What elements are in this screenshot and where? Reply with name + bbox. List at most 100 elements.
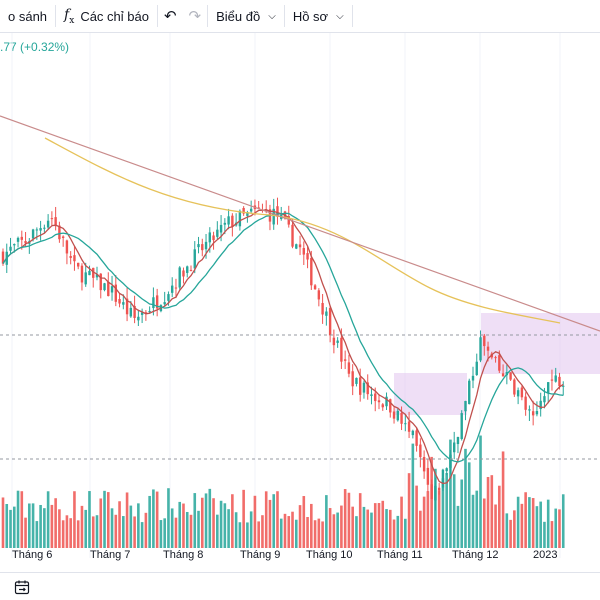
volume-bar (16, 490, 20, 548)
consolidation-box-2 (481, 313, 600, 374)
volume-bar (494, 504, 497, 548)
candle-body (411, 430, 415, 436)
candle-body (513, 379, 516, 395)
volume-bar (12, 506, 16, 548)
candle-body (148, 311, 151, 313)
volume-bar (340, 505, 343, 548)
volume-bar (84, 509, 88, 548)
volume-bar (61, 520, 65, 548)
profile-label: Hồ sơ (292, 8, 329, 24)
candle-body (498, 355, 501, 371)
chart-type-dropdown[interactable]: Biểu đồ ⌵ (208, 0, 284, 33)
volume-bar (219, 500, 223, 548)
candle-body (422, 457, 426, 472)
volume-bar (475, 490, 479, 548)
volume-bar (441, 478, 445, 548)
candle-body (31, 229, 35, 239)
volume-bar (20, 491, 24, 548)
candle-body (483, 335, 486, 347)
candle-body (543, 396, 546, 403)
redo-button[interactable]: ↷ (183, 0, 208, 33)
volume-bar (302, 496, 306, 548)
volume-bar (373, 503, 377, 548)
candle-body (426, 467, 430, 485)
volume-bar (200, 497, 204, 548)
compare-button[interactable]: o sánh (0, 0, 55, 33)
candle-body (171, 285, 174, 293)
volume-bar (550, 521, 554, 548)
volume-bar (366, 509, 370, 548)
candle-body (186, 266, 189, 273)
volume-bar (73, 491, 76, 548)
volume-bar (103, 490, 106, 548)
volume-bar (246, 522, 249, 548)
price-chart[interactable]: Tháng 6 Tháng 7 Tháng 8 Tháng 9 Tháng 10 Thán… (0, 33, 600, 572)
x-tick-label: Tháng 9 (240, 549, 280, 561)
undo-button[interactable]: ↶ (158, 0, 183, 33)
candle-body (471, 375, 475, 381)
calendar-range-icon[interactable] (14, 579, 30, 595)
volume-bar (411, 443, 415, 548)
volume-bar (287, 516, 291, 548)
volume-bar (355, 516, 358, 548)
volume-bar (46, 491, 50, 548)
volume-bar (163, 518, 166, 548)
volume-bar (242, 489, 245, 548)
candle-body (88, 270, 91, 276)
volume-bar (336, 512, 339, 548)
toolbar-divider (207, 5, 209, 27)
candle-body (407, 421, 411, 432)
candle-body (554, 375, 557, 382)
moving-average-long (44, 137, 561, 324)
volume-bar (253, 495, 257, 548)
volume-bar (91, 516, 95, 548)
volume-bar (216, 514, 219, 548)
volume-bar (1, 497, 5, 548)
volume-bar (490, 475, 494, 548)
candle-body (189, 269, 193, 271)
candle-body (453, 442, 456, 453)
redo-icon: ↷ (188, 8, 202, 25)
volume-bar (404, 518, 407, 548)
undo-icon: ↶ (163, 8, 177, 25)
volume-bar (268, 499, 272, 548)
candle-body (276, 206, 279, 217)
volume-bar (257, 521, 260, 548)
volume-bar (535, 506, 539, 548)
volume-bar (509, 519, 512, 548)
volume-bar (279, 518, 283, 548)
moving-average-short (2, 209, 564, 485)
candle-body (347, 362, 351, 374)
volume-bar (388, 509, 392, 548)
volume-bar (159, 520, 163, 548)
candle-body (359, 377, 362, 395)
volume-bar (558, 509, 561, 548)
volume-bar (204, 493, 208, 548)
candle-body (133, 305, 136, 318)
candle-body (257, 207, 260, 209)
volume-bar (106, 492, 110, 548)
candle-body (524, 396, 527, 410)
volume-bar (261, 515, 264, 548)
candle-body (385, 396, 388, 407)
volume-bar (28, 503, 31, 548)
x-tick-label: 2023 (533, 549, 557, 561)
candle-body (302, 248, 305, 255)
profile-dropdown[interactable]: Hồ sơ ⌵ (285, 0, 352, 33)
indicators-button[interactable]: fx Các chỉ báo (56, 0, 157, 33)
volume-bar (125, 492, 129, 548)
volume-bar (546, 499, 550, 548)
volume-bar (479, 435, 482, 548)
volume-bar (449, 439, 452, 548)
candle-body (73, 255, 76, 262)
candle-body (50, 218, 54, 220)
toolbar-divider (351, 5, 353, 27)
candle-body (231, 215, 234, 227)
volume-bar (422, 496, 426, 548)
volume-bar (223, 503, 227, 548)
candle-body (201, 244, 204, 251)
candle-body (46, 220, 50, 228)
candle-body (272, 208, 275, 225)
volume-bar (276, 491, 279, 548)
volume-bar (396, 515, 400, 548)
